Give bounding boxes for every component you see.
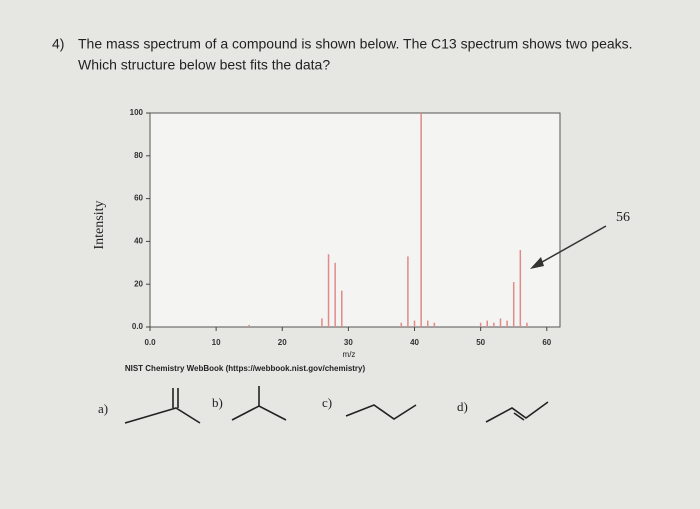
x-tick-label: 0.0 [144, 338, 156, 347]
x-axis-label: m/z [343, 350, 356, 359]
structure-a [124, 388, 201, 424]
y-tick-label: 20 [134, 279, 143, 288]
y-tick-label: 40 [134, 237, 143, 246]
question-text: The mass spectrum of a compound is shown… [78, 36, 633, 52]
arrow-head [530, 257, 544, 269]
y-tick-label: 80 [134, 151, 143, 160]
option-label: c) [322, 395, 332, 410]
y-axis-label: Intensity [92, 201, 107, 250]
structure-c [345, 404, 417, 420]
arrow [534, 225, 607, 267]
x-tick-label: 20 [278, 338, 287, 347]
y-tick-label: 100 [130, 108, 144, 117]
x-tick-label: 30 [344, 338, 353, 347]
plot-area [149, 112, 561, 328]
option-label: d) [457, 399, 468, 414]
annotation: 56 [616, 210, 630, 225]
question-text: Which structure below best fits the data… [78, 57, 330, 73]
x-tick-label: 40 [410, 338, 419, 347]
structure-b [231, 386, 287, 421]
option-label: a) [98, 401, 108, 416]
y-tick-label: 0.0 [132, 322, 144, 331]
y-tick-label: 60 [134, 194, 143, 203]
option-label: b) [212, 395, 223, 410]
question-number: 4) [52, 36, 64, 52]
x-tick-label: 10 [212, 338, 221, 347]
x-tick-label: 60 [542, 338, 551, 347]
source: NIST Chemistry WebBook (https://webbook.… [125, 364, 366, 373]
x-tick-label: 50 [476, 338, 485, 347]
structure-d [485, 401, 549, 423]
